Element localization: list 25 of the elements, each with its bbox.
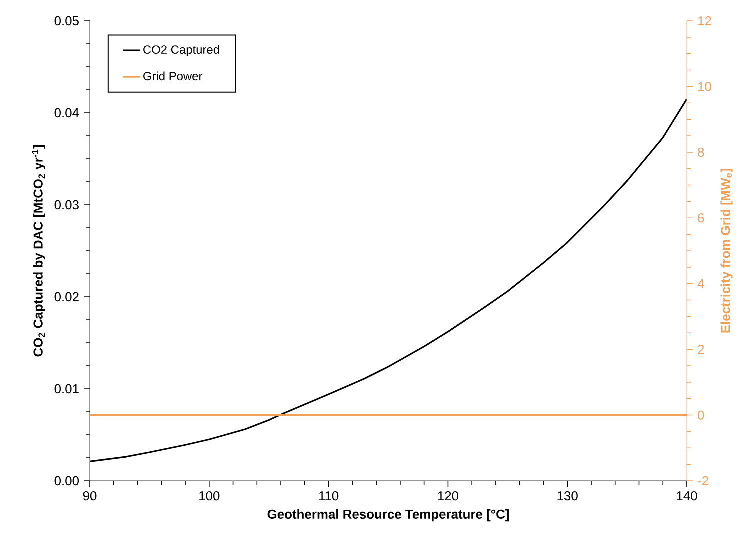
y-tick-label: 0.01 — [54, 384, 79, 394]
legend-label: CO2 Captured — [144, 45, 220, 56]
y2-tick-label: 6 — [698, 214, 704, 223]
x-tick-label: 100 — [200, 491, 220, 501]
y-tick-label: 0.00 — [54, 476, 80, 486]
y2-tick-label: 4 — [698, 279, 704, 288]
x-tick-label: 110 — [319, 491, 339, 501]
y2-tick-label: -2 — [698, 476, 708, 486]
x-tick-label: 130 — [558, 491, 578, 501]
y2-tick-label: 0 — [698, 410, 704, 420]
y2-axis-title: Electricity from Grid [MW$_{e}$] — [720, 169, 733, 333]
y-tick-label: 0.02 — [54, 292, 79, 302]
y2-tick-label: 10 — [698, 82, 712, 92]
y-tick-label: 0.04 — [54, 108, 80, 118]
y-tick-label: 0.05 — [54, 16, 79, 26]
x-tick-label: 90 — [83, 491, 97, 501]
y2-tick-label: 12 — [698, 16, 712, 26]
x-tick-label: 140 — [677, 491, 698, 501]
x-axis-title: Geothermal Resource Temperature [°C] — [268, 509, 509, 522]
legend-label: Grid Power — [144, 72, 203, 81]
y-axis-title: CO$_{2}$ Captured by DAC [MtCO$_{2}$ yr$^{-1}$] — [32, 145, 46, 357]
y2-tick-label: 8 — [698, 148, 704, 158]
y2-tick-label: 2 — [698, 345, 704, 354]
x-tick-label: 120 — [438, 491, 459, 501]
y-tick-label: 0.03 — [54, 200, 79, 210]
